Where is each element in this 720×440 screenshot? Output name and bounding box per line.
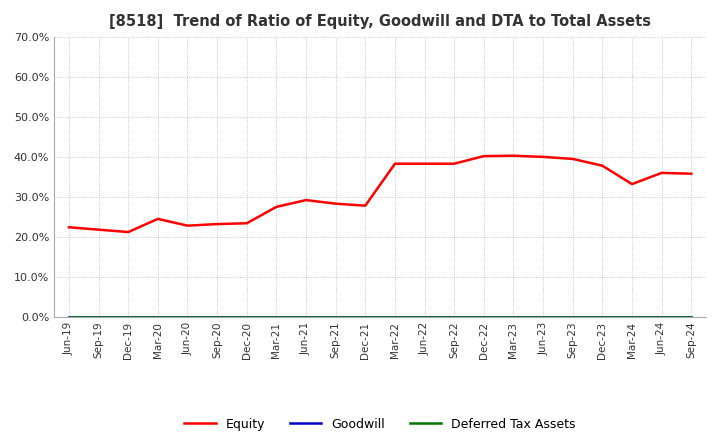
Goodwill [391,314,400,319]
Equity [598,163,607,169]
Equity [420,161,429,166]
Deferred Tax Assets [124,314,132,319]
Equity [183,223,192,228]
Deferred Tax Assets [302,314,310,319]
Equity [568,156,577,161]
Equity [94,227,103,232]
Goodwill [361,314,369,319]
Goodwill [450,314,459,319]
Deferred Tax Assets [598,314,607,319]
Equity [302,198,310,203]
Deferred Tax Assets [153,314,162,319]
Deferred Tax Assets [272,314,281,319]
Equity [657,170,666,176]
Deferred Tax Assets [450,314,459,319]
Equity [509,153,518,158]
Equity [361,203,369,208]
Goodwill [65,314,73,319]
Deferred Tax Assets [420,314,429,319]
Goodwill [94,314,103,319]
Goodwill [598,314,607,319]
Deferred Tax Assets [480,314,488,319]
Line: Equity: Equity [69,156,691,232]
Deferred Tax Assets [331,314,340,319]
Deferred Tax Assets [213,314,222,319]
Goodwill [628,314,636,319]
Equity [65,225,73,230]
Title: [8518]  Trend of Ratio of Equity, Goodwill and DTA to Total Assets: [8518] Trend of Ratio of Equity, Goodwil… [109,14,651,29]
Goodwill [657,314,666,319]
Deferred Tax Assets [539,314,547,319]
Deferred Tax Assets [568,314,577,319]
Deferred Tax Assets [687,314,696,319]
Goodwill [183,314,192,319]
Goodwill [331,314,340,319]
Goodwill [687,314,696,319]
Legend: Equity, Goodwill, Deferred Tax Assets: Equity, Goodwill, Deferred Tax Assets [179,413,581,436]
Equity [153,216,162,221]
Goodwill [213,314,222,319]
Deferred Tax Assets [361,314,369,319]
Equity [480,154,488,159]
Equity [213,221,222,227]
Equity [391,161,400,166]
Equity [687,171,696,176]
Goodwill [480,314,488,319]
Equity [628,181,636,187]
Deferred Tax Assets [65,314,73,319]
Goodwill [302,314,310,319]
Goodwill [509,314,518,319]
Goodwill [568,314,577,319]
Goodwill [243,314,251,319]
Deferred Tax Assets [509,314,518,319]
Deferred Tax Assets [628,314,636,319]
Goodwill [124,314,132,319]
Goodwill [539,314,547,319]
Equity [243,220,251,226]
Deferred Tax Assets [183,314,192,319]
Equity [124,229,132,235]
Deferred Tax Assets [657,314,666,319]
Equity [450,161,459,166]
Goodwill [420,314,429,319]
Deferred Tax Assets [243,314,251,319]
Deferred Tax Assets [94,314,103,319]
Equity [539,154,547,160]
Equity [331,201,340,206]
Deferred Tax Assets [391,314,400,319]
Equity [272,204,281,209]
Goodwill [153,314,162,319]
Goodwill [272,314,281,319]
